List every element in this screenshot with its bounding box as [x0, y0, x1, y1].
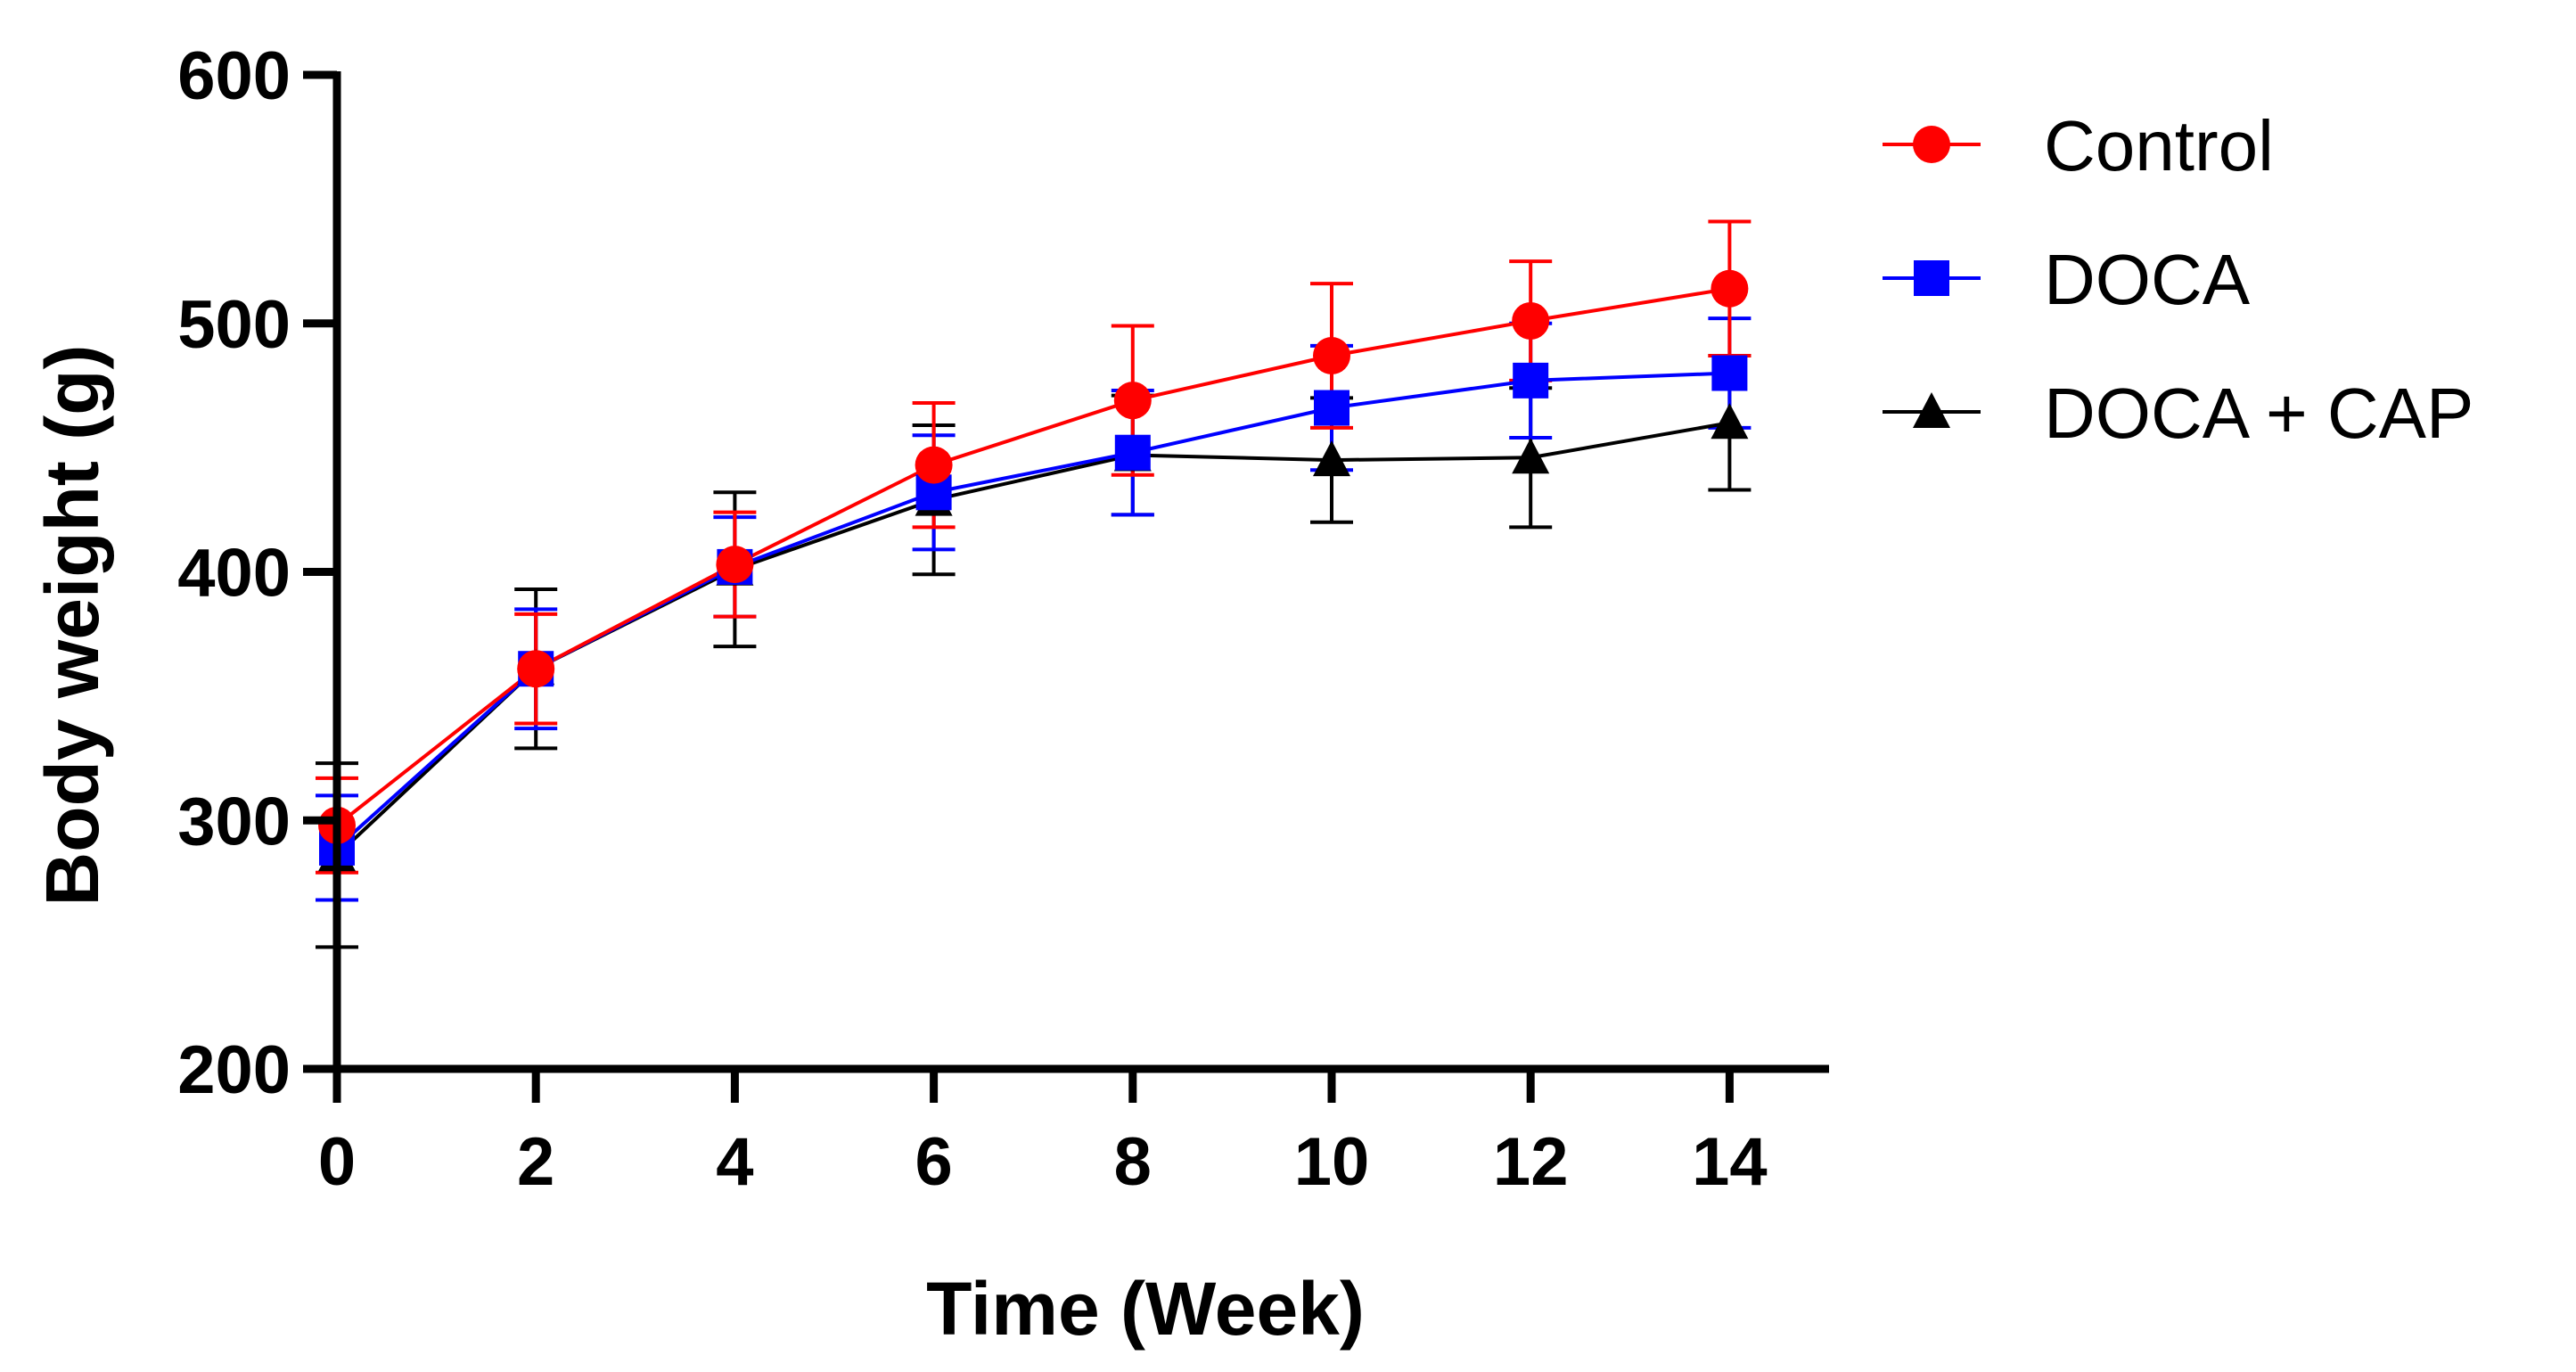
control-data-point [1113, 382, 1152, 420]
axes [332, 71, 1829, 1073]
y-tick-label: 300 [177, 784, 291, 859]
y-tick-label: 400 [177, 536, 291, 612]
legend-label-doca: DOCA [2044, 240, 2251, 319]
legend-label-doca-cap: DOCA + CAP [2044, 374, 2473, 453]
legend: Control DOCA DOCA + CAP [1883, 106, 2473, 453]
control-data-point [1710, 269, 1749, 308]
legend-label-control: Control [2044, 106, 2274, 185]
legend-marker-doca-cap [1913, 392, 1950, 428]
x-tick-label: 8 [1114, 1124, 1152, 1200]
doca-data-point [1114, 434, 1151, 471]
legend-marker-doca [1914, 260, 1949, 296]
y-tick-label: 600 [177, 38, 291, 114]
control-series-line [335, 286, 1730, 827]
control-data-point [517, 650, 555, 688]
x-tick-label: 2 [517, 1124, 554, 1200]
x-tick-label: 14 [1692, 1124, 1768, 1200]
doca-data-point [1513, 362, 1549, 398]
x-tick-label: 6 [915, 1124, 952, 1200]
control-data-point [1512, 301, 1550, 340]
x-tick-label: 0 [318, 1124, 356, 1200]
control-data-point [915, 446, 953, 484]
y-tick-label: 200 [177, 1032, 291, 1108]
y-axis-title: Body weight (g) [30, 345, 114, 907]
control-data-point [1313, 336, 1350, 374]
x-axis-title: Time (Week) [926, 1267, 1365, 1351]
doca-cap-series-line [335, 421, 1730, 857]
markers-layer [318, 269, 1749, 872]
doca-data-point [1314, 390, 1350, 426]
legend-marker-control [1913, 126, 1950, 163]
y-tick-label: 500 [177, 287, 291, 363]
series-lines-layer [335, 286, 1730, 857]
doca-cap-data-point [1512, 438, 1550, 474]
x-tick-label: 12 [1493, 1124, 1569, 1200]
x-tick-label: 10 [1294, 1124, 1370, 1200]
doca-cap-data-point [1710, 403, 1749, 440]
doca-cap-data-point [1313, 440, 1350, 477]
ticks-layer: 200 300 400 500 600 0 2 4 6 8 10 12 14 [177, 38, 1767, 1200]
doca-data-point [1711, 355, 1748, 391]
x-tick-label: 4 [716, 1124, 753, 1200]
control-data-point [716, 546, 754, 584]
